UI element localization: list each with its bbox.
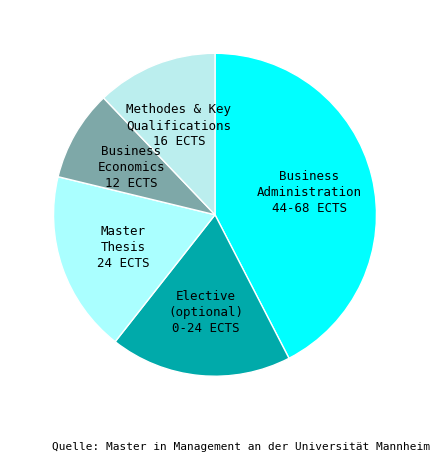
Text: Business
Economics
12 ECTS: Business Economics 12 ECTS [97, 144, 165, 189]
Text: Master
Thesis
24 ECTS: Master Thesis 24 ECTS [97, 225, 150, 269]
Wedge shape [53, 177, 215, 342]
Text: Methodes & Key
Qualifications
16 ECTS: Methodes & Key Qualifications 16 ECTS [126, 103, 231, 148]
Wedge shape [115, 215, 289, 376]
Wedge shape [104, 54, 215, 215]
Text: Quelle: Master in Management an der Universität Mannheim (MMM): Quelle: Master in Management an der Univ… [52, 441, 430, 451]
Text: Business
Administration
44-68 ECTS: Business Administration 44-68 ECTS [257, 170, 362, 215]
Wedge shape [58, 99, 215, 215]
Text: Elective
(optional)
0-24 ECTS: Elective (optional) 0-24 ECTS [168, 289, 243, 334]
Wedge shape [215, 54, 377, 358]
